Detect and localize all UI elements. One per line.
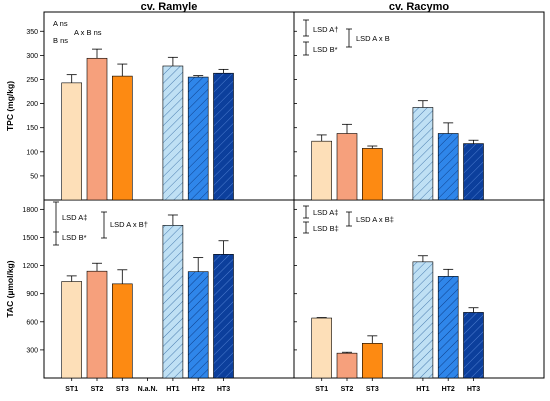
bar-tac-cv-ramyle-ht2 [187,271,209,379]
bar-tpc-cv-racymo-st1 [311,140,333,201]
chart-marks: 50 100 150 200 250 300 350 300 600 900 1200 1500 180… [22,29,484,393]
xtick-label-tac-cv-ramyle-2: ST3 [116,386,129,393]
title-racymo: cv. Racymo [389,1,450,13]
bar-tac-cv-ramyle-ht1 [162,224,184,379]
ann-tac-ramyle-a: LSD A‡ [62,213,87,222]
xtick-label-tac-cv-ramyle-0: ST1 [65,386,78,393]
bar-tac-cv-ramyle-st3 [112,283,133,379]
xtick-label-tac-cv-ramyle-1: ST2 [91,386,104,393]
ann-tac-racymo-b: LSD B‡ [313,224,339,233]
ann-tac-ramyle-axb: LSD A x B† [110,220,148,229]
lsd-bar-tac-ramyle-axb [101,211,107,239]
ann-tac-racymo-a: LSD A‡ [313,208,338,217]
ytick-label-tpc-cv-ramyle-0: 50 [30,173,38,180]
ytick-label-tac-cv-ramyle-2: 900 [26,291,38,298]
ytick-label-tpc-cv-ramyle-1: 100 [26,149,38,156]
bar-tpc-cv-racymo-ht1 [412,107,434,201]
bar-tac-cv-racymo-st2 [336,352,358,379]
bar-tac-cv-ramyle-st2 [86,270,108,379]
lsd-bar-tac-ramyle-a [53,201,59,233]
xtick-label-tac-cv-ramyle-3: N.a.N. [138,386,158,393]
ytick-label-tpc-cv-ramyle-6: 350 [26,29,38,36]
xtick-label-tac-cv-racymo-1: ST2 [341,386,354,393]
bar-tpc-cv-racymo-st3 [361,148,383,201]
bar-tpc-cv-ramyle-ht3 [213,72,234,201]
lsd-bar-tac-racymo-axb [346,211,352,227]
ann-tpc-racymo-axb: LSD A x B [356,34,390,43]
ylabel-tpc: TPC (mg/kg) [5,81,15,131]
lsd-bar-tac-racymo-a [303,205,309,219]
bar-tac-cv-racymo-st3 [361,343,383,379]
bar-tpc-cv-ramyle-st3 [112,75,133,201]
ytick-label-tac-cv-ramyle-5: 1800 [22,207,38,214]
bar-tac-cv-racymo-ht2 [437,276,459,379]
ytick-label-tpc-cv-ramyle-5: 300 [26,53,38,60]
xtick-label-tac-cv-racymo-5: HT2 [442,386,455,393]
title-ramyle: cv. Ramyle [141,1,198,13]
xtick-label-tac-cv-racymo-6: HT3 [467,386,480,393]
bar-tac-cv-ramyle-ht3 [213,254,234,379]
ann-tac-ramyle-b: LSD B* [62,233,87,242]
ylabel-tac: TAC (µmol/kg) [5,260,15,317]
lsd-bar-tpc-racymo-a [303,19,309,37]
bar-tac-cv-racymo-ht1 [412,261,434,379]
ytick-label-tpc-cv-ramyle-2: 150 [26,125,38,132]
ytick-label-tac-cv-ramyle-1: 600 [26,319,38,326]
bar-tac-cv-racymo-ht3 [463,312,484,379]
ytick-label-tac-cv-ramyle-0: 300 [26,347,38,354]
ytick-label-tpc-cv-ramyle-3: 200 [26,101,38,108]
lsd-bar-tpc-racymo-axb [346,28,352,48]
xtick-label-tac-cv-ramyle-5: HT2 [192,386,205,393]
bar-tac-cv-racymo-st1 [311,317,333,379]
lsd-bar-tpc-racymo-b [303,41,309,56]
bar-tpc-cv-ramyle-st1 [61,82,83,201]
ann-tpc-ramyle-axb: A x B ns [74,28,102,37]
xtick-label-tac-cv-ramyle-6: HT3 [217,386,230,393]
bar-tpc-cv-racymo-ht2 [437,133,459,201]
ytick-label-tac-cv-ramyle-3: 1200 [22,263,38,270]
ann-tpc-racymo-b: LSD B* [313,45,338,54]
xtick-label-tac-cv-racymo-0: ST1 [315,386,328,393]
bar-tac-cv-ramyle-st1 [61,281,83,379]
bar-tpc-cv-racymo-st2 [336,133,358,201]
lsd-bar-tac-racymo-b [303,221,309,234]
ann-tac-racymo-axb: LSD A x B‡ [356,215,394,224]
bar-tpc-cv-ramyle-st2 [86,57,108,201]
bar-tpc-cv-ramyle-ht1 [162,65,184,201]
xtick-label-tac-cv-racymo-2: ST3 [366,386,379,393]
bar-tpc-cv-racymo-ht3 [463,143,484,201]
bar-tpc-cv-ramyle-ht2 [187,76,209,201]
xtick-label-tac-cv-ramyle-4: HT1 [166,386,179,393]
ann-tpc-ramyle-a: A ns [53,19,68,28]
ytick-label-tac-cv-ramyle-4: 1500 [22,235,38,242]
ann-tpc-ramyle-b: B ns [53,36,68,45]
ytick-label-tpc-cv-ramyle-4: 250 [26,77,38,84]
lsd-bar-tac-ramyle-b [53,232,59,246]
ann-tpc-racymo-a: LSD A† [313,25,338,34]
xtick-label-tac-cv-racymo-4: HT1 [416,386,429,393]
